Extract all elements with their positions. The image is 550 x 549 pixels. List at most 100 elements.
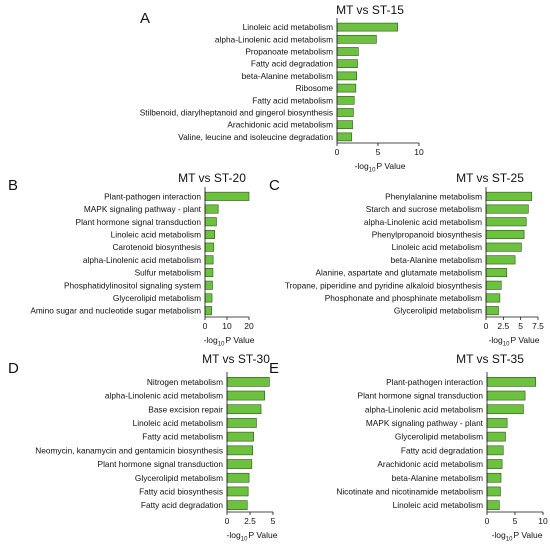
bar bbox=[485, 229, 525, 239]
x-axis-label-prefix: -log bbox=[489, 335, 503, 345]
bar bbox=[336, 59, 358, 69]
category-label: Glycerolipid metabolism bbox=[113, 293, 201, 303]
category-label: Propanoate metabolism bbox=[245, 47, 333, 57]
chart-title: MT vs ST-20 bbox=[178, 171, 246, 185]
x-axis-label-suffix: P Value bbox=[225, 335, 254, 345]
panel-label: C bbox=[269, 177, 280, 194]
category-label: beta-Alanine metabolism bbox=[392, 473, 483, 483]
x-tick-label: 20 bbox=[244, 321, 254, 331]
bar bbox=[486, 486, 501, 497]
bar bbox=[204, 280, 213, 290]
category-label: Arachidonic acid metabolism bbox=[377, 459, 483, 469]
x-tick-label: 5 bbox=[513, 516, 518, 526]
chart-title: MT vs ST-35 bbox=[456, 352, 524, 366]
category-label: Glycerolipid metabolism bbox=[135, 473, 223, 483]
bar bbox=[336, 120, 353, 130]
category-label: MAPK signaling pathway - plant bbox=[84, 204, 202, 214]
bar bbox=[486, 390, 526, 401]
panel-label: D bbox=[8, 360, 19, 377]
bar bbox=[486, 377, 537, 387]
x-axis-label-suffix: P Value bbox=[513, 530, 542, 540]
x-tick-label: 0 bbox=[335, 147, 340, 157]
bar bbox=[336, 132, 353, 142]
x-axis-label-prefix: -log bbox=[492, 530, 506, 540]
category-label: alpha-Linolenic acid metabolism bbox=[83, 255, 201, 265]
x-axis-label-subscript: 10 bbox=[503, 342, 510, 348]
x-axis-label-suffix: P Value bbox=[248, 530, 277, 540]
bar bbox=[336, 71, 357, 81]
bar bbox=[486, 445, 504, 456]
category-label: Ribosome bbox=[296, 83, 334, 93]
bar bbox=[204, 255, 214, 265]
bar bbox=[204, 229, 215, 239]
x-axis-label: -log10P Value bbox=[227, 530, 278, 543]
bar bbox=[485, 280, 502, 290]
bar bbox=[485, 293, 501, 303]
bar bbox=[226, 459, 253, 469]
chart-panel-b: B MT vs ST-20 Plant-pathogen interaction MA… bbox=[8, 171, 255, 348]
bar bbox=[226, 418, 257, 428]
category-label: Fatty acid metabolism bbox=[252, 95, 333, 105]
x-tick-label: 2.5 bbox=[244, 516, 256, 526]
category-label: Neomycin, kanamycin and gentamicin biosy… bbox=[35, 445, 223, 455]
x-tick-label: 2.5 bbox=[497, 321, 509, 331]
category-label: Plant hormone signal transduction bbox=[358, 391, 484, 401]
category-label: Fatty acid degradation bbox=[141, 500, 223, 510]
category-label: Amino sugar and nucleotide sugar metabol… bbox=[30, 306, 201, 316]
bar bbox=[486, 472, 502, 483]
category-label: beta-Alanine metabolism bbox=[242, 71, 333, 81]
x-axis-label-prefix: -log bbox=[355, 161, 369, 171]
bar bbox=[226, 500, 248, 510]
bar bbox=[485, 242, 522, 252]
bar bbox=[204, 191, 250, 201]
x-axis-label: -log10P Value bbox=[204, 335, 255, 348]
x-tick-label: 10 bbox=[222, 321, 232, 331]
category-label: Linoleic acid metabolism bbox=[111, 229, 201, 239]
x-tick-label: 0 bbox=[203, 321, 208, 331]
x-tick-label: 0 bbox=[225, 516, 230, 526]
chart-panel-c: C MT vs ST-25 Phenylalanine metabolism Star… bbox=[269, 171, 544, 348]
category-label: Sulfur metabolism bbox=[135, 268, 201, 278]
chart-panel-d: D MT vs ST-30 Nitrogen metabolism alpha-Lin… bbox=[8, 352, 278, 543]
bar bbox=[336, 22, 398, 32]
bar bbox=[485, 217, 527, 227]
x-axis-label-suffix: P Value bbox=[510, 335, 539, 345]
category-label: Plant-pathogen interaction bbox=[104, 191, 201, 201]
bar bbox=[204, 306, 212, 316]
x-axis-label-subscript: 10 bbox=[369, 168, 376, 174]
x-axis-label-subscript: 10 bbox=[218, 342, 225, 348]
category-label: Fatty acid degradation bbox=[401, 445, 483, 455]
category-label: Linoleic acid metabolism bbox=[133, 418, 223, 428]
chart-title: MT vs ST-30 bbox=[202, 352, 270, 366]
category-label: Fatty acid degradation bbox=[251, 59, 333, 69]
category-label: MAPK signaling pathway - plant bbox=[366, 418, 484, 428]
category-label: Fatty acid biosynthesis bbox=[139, 486, 223, 496]
x-tick-label: 5 bbox=[518, 321, 523, 331]
category-label: Carotenoid biosynthesis bbox=[112, 242, 201, 252]
bar bbox=[485, 268, 508, 278]
category-label: Plant-pathogen interaction bbox=[386, 377, 483, 387]
category-label: Linoleic acid metabolism bbox=[243, 22, 333, 32]
category-label: Arachidonic acid metabolism bbox=[227, 120, 333, 130]
category-label: Linoleic acid metabolism bbox=[392, 242, 482, 252]
x-tick-label: 10 bbox=[538, 516, 548, 526]
bar bbox=[486, 500, 500, 510]
bar bbox=[485, 204, 529, 214]
x-axis-label: -log10P Value bbox=[355, 161, 406, 174]
bar bbox=[486, 431, 506, 442]
category-label: Base excision repair bbox=[148, 404, 223, 414]
x-axis-label-prefix: -log bbox=[227, 530, 241, 540]
category-label: alpha-Linolenic acid metabolism bbox=[215, 34, 333, 44]
category-label: Phosphonate and phosphinate metabolism bbox=[325, 293, 482, 303]
x-tick-label: 7.5 bbox=[532, 321, 544, 331]
x-axis-label-subscript: 10 bbox=[241, 537, 248, 543]
category-label: alpha-Linolenic acid metabolism bbox=[105, 391, 223, 401]
bar bbox=[226, 404, 262, 415]
bar bbox=[204, 217, 217, 227]
bar bbox=[226, 486, 249, 497]
x-tick-label: 0 bbox=[484, 321, 489, 331]
x-axis-label: -log10P Value bbox=[489, 335, 540, 348]
